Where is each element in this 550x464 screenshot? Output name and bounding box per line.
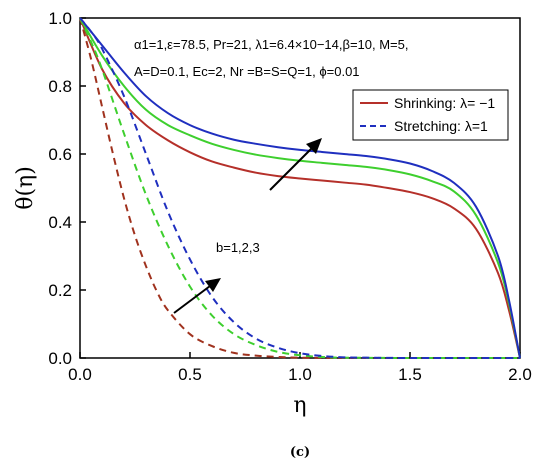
y-tick-label: 1.0 — [48, 9, 72, 28]
legend-label-stretching: Stretching: λ=1 — [394, 118, 488, 134]
shrinking-series-line-2 — [79, 17, 521, 359]
y-tick-label: 0.8 — [48, 77, 72, 96]
y-axis-title: θ(η) — [13, 166, 38, 210]
x-tick-label: 0.5 — [178, 365, 202, 384]
y-tick-label: 0.2 — [48, 281, 72, 300]
parameter-text-line2: A=D=0.1, Ec=2, Nr =B=S=Q=1, ϕ=0.01 — [134, 64, 360, 79]
x-tick-label: 0.0 — [68, 365, 92, 384]
stretching-series-line-1 — [79, 17, 520, 360]
stretching-series-line-3 — [79, 17, 521, 360]
shrinking-series-line-1 — [79, 17, 521, 359]
b-arrow — [173, 278, 221, 314]
b-annotation: b=1,2,3 — [216, 240, 260, 255]
x-axis-title: η — [293, 393, 306, 418]
legend-box — [352, 89, 509, 141]
y-tick-label: 0.0 — [48, 349, 72, 368]
x-tick-label: 2.0 — [508, 365, 532, 384]
x-tick-label: 1.0 — [288, 365, 312, 384]
y-tick-label: 0.4 — [48, 213, 72, 232]
axis-ticks: 0.0 0.5 1.0 1.5 2.0 0.0 0.2 0.4 0.6 0.8 1.0 — [48, 9, 531, 384]
legend-label-shrinking: Shrinking: λ= −1 — [394, 95, 495, 111]
series-layer — [79, 17, 521, 360]
figure-caption: (c) — [290, 445, 310, 460]
legend: Shrinking: λ= −1 Stretching: λ=1 — [352, 89, 509, 141]
shrinking-arrow — [269, 138, 322, 191]
shrinking-series-line-3 — [79, 17, 521, 359]
parameter-text-line1: α1=1,ε=78.5, Pr=21, λ1=6.4×10−14,β=10, M… — [134, 37, 409, 52]
x-tick-label: 1.5 — [398, 365, 422, 384]
y-tick-label: 0.6 — [48, 145, 72, 164]
